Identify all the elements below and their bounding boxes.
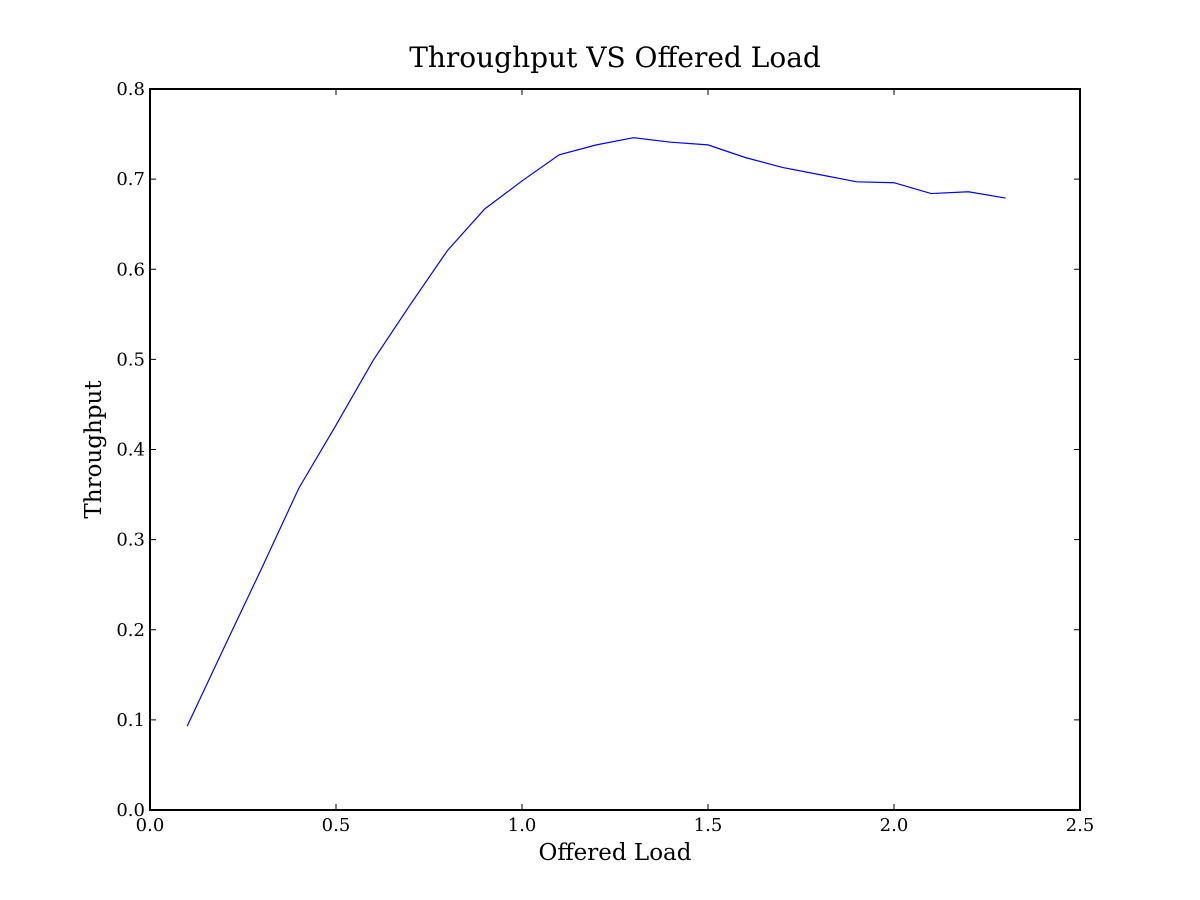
x-tick-label: 2.0 bbox=[880, 815, 909, 836]
series-line bbox=[186, 137, 1006, 727]
x-tick-label: 2.5 bbox=[1066, 815, 1095, 836]
x-tick-label: 1.5 bbox=[694, 815, 723, 836]
x-tick-label: 1.0 bbox=[508, 815, 537, 836]
y-tick-label: 0.7 bbox=[116, 169, 145, 190]
chart-title: Throughput VS Offered Load bbox=[409, 41, 821, 74]
x-axis-ticks: 0.0 0.5 1.0 1.5 2.0 2.5 bbox=[136, 89, 1095, 836]
y-tick-label: 0.3 bbox=[116, 530, 145, 551]
y-tick-label: 0.5 bbox=[116, 349, 145, 370]
y-tick-label: 0.6 bbox=[116, 259, 145, 280]
x-tick-label: 0.0 bbox=[136, 815, 165, 836]
y-tick-label: 0.0 bbox=[116, 800, 145, 821]
x-axis-label: Offered Load bbox=[538, 840, 691, 866]
y-tick-label: 0.4 bbox=[116, 440, 145, 461]
x-tick-label: 0.5 bbox=[322, 815, 351, 836]
y-tick-label: 0.1 bbox=[116, 710, 145, 731]
y-tick-label: 0.8 bbox=[116, 79, 145, 100]
y-axis-ticks: 0.0 0.1 0.2 0.3 0.4 0.5 0.6 0.7 0.8 bbox=[116, 79, 1080, 821]
y-tick-label: 0.2 bbox=[116, 620, 145, 641]
plot-area: 0.0 0.5 1.0 1.5 2.0 2.5 0.0 0.1 0.2 0.3 0.4 0.5 0.6… bbox=[116, 79, 1094, 836]
y-axis-label: Throughput bbox=[81, 380, 107, 519]
